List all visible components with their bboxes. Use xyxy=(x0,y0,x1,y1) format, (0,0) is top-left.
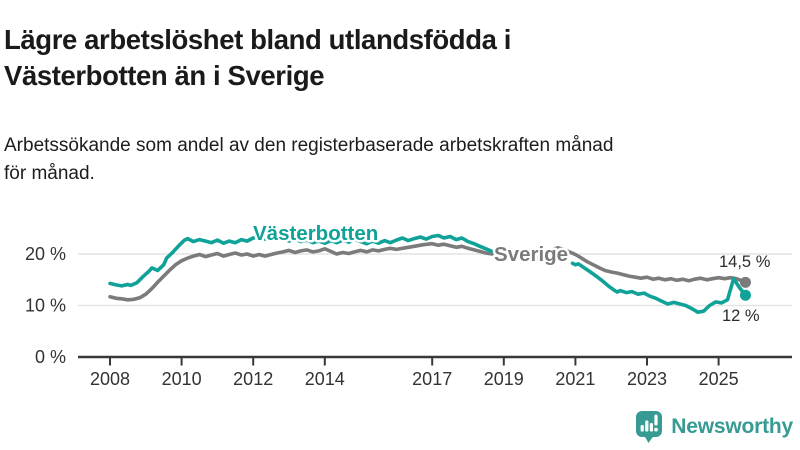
series-line-sverige xyxy=(108,241,748,302)
series-line-västerbotten-seg2 xyxy=(570,261,748,315)
end-label-västerbotten: 12 % xyxy=(722,307,760,325)
chart-subtitle: Arbetssökande som andel av den registerb… xyxy=(4,132,794,187)
end-dot-sverige xyxy=(739,276,751,288)
series-label-västerbotten: Västerbotten xyxy=(253,222,378,245)
x-tick-label-2023: 2023 xyxy=(627,369,667,389)
subtitle-line-2: för månad. xyxy=(4,162,95,184)
x-tick-label-2021: 2021 xyxy=(555,369,595,389)
y-tick-label-0: 0 % xyxy=(35,347,66,367)
newsworthy-icon xyxy=(636,411,663,443)
x-tick-label-2017: 2017 xyxy=(412,369,452,389)
x-tick-label-2008: 2008 xyxy=(90,369,130,389)
x-tick-label-2010: 2010 xyxy=(162,369,202,389)
title-line-1: Lägre arbetslöshet bland utlandsfödda i xyxy=(4,24,511,56)
series-line-västerbotten-seg1 xyxy=(108,233,494,288)
x-tick-label-2014: 2014 xyxy=(305,369,345,389)
end-dot-västerbotten xyxy=(739,289,751,301)
subtitle-line-1: Arbetssökande som andel av den registerb… xyxy=(4,135,614,156)
y-tick-label-10: 10 % xyxy=(25,296,66,316)
title-line-2: Västerbotten än i Sverige xyxy=(4,59,325,91)
newsworthy-logo[interactable]: Newsworthy xyxy=(635,410,793,444)
x-tick-label-2019: 2019 xyxy=(484,369,524,389)
x-tick-label-2012: 2012 xyxy=(233,369,273,389)
y-tick-label-20: 20 % xyxy=(25,244,66,264)
newsworthy-wordmark: Newsworthy xyxy=(671,415,793,438)
series-label-sverige: Sverige xyxy=(494,243,568,266)
x-tick-label-2025: 2025 xyxy=(699,369,739,389)
end-label-sverige: 14,5 % xyxy=(719,253,771,271)
